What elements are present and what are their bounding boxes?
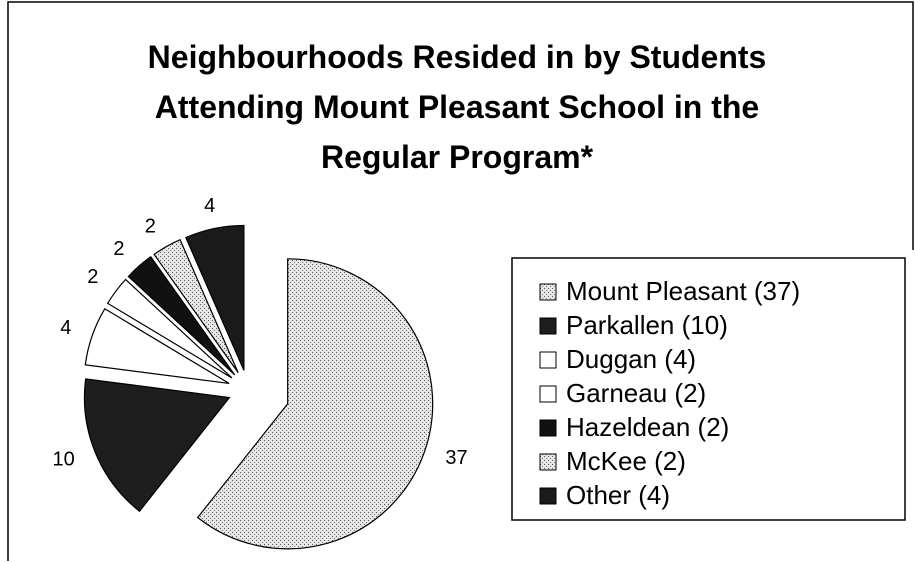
legend-label: Hazeldean (2) xyxy=(566,412,729,442)
pie-slice xyxy=(84,307,230,385)
legend-swatch xyxy=(539,487,557,505)
data-label: 2 xyxy=(113,238,124,260)
chart-frame xyxy=(7,1,914,561)
pie-slice xyxy=(196,258,434,550)
legend-label: Other (4) xyxy=(566,480,670,510)
chart-title: Neighbourhoods Resided in by Students At… xyxy=(147,39,767,175)
data-label: 4 xyxy=(60,317,71,339)
legend-swatch xyxy=(539,419,557,437)
legend-swatch xyxy=(539,317,557,335)
pie-slice xyxy=(153,238,239,373)
legend-swatch xyxy=(539,453,557,471)
legend-swatch xyxy=(539,385,557,403)
pie-slice xyxy=(106,278,233,379)
pie-slice xyxy=(127,255,236,376)
legend-swatch xyxy=(539,283,557,301)
data-label: 10 xyxy=(53,449,75,471)
legend-label: Parkallen (10) xyxy=(566,310,728,340)
legend-label: Mount Pleasant (37) xyxy=(566,276,800,306)
legend-label: McKee (2) xyxy=(566,446,686,476)
legend-label: Duggan (4) xyxy=(566,344,696,374)
data-label: 4 xyxy=(204,195,215,217)
legend-label: Garneau (2) xyxy=(566,378,706,408)
data-label: 37 xyxy=(445,447,467,469)
data-label: 2 xyxy=(87,266,98,288)
legend-box xyxy=(511,257,906,521)
pie-slice xyxy=(185,224,245,371)
pie-slice xyxy=(83,378,231,513)
data-label: 2 xyxy=(145,216,156,238)
legend-swatch xyxy=(539,351,557,369)
